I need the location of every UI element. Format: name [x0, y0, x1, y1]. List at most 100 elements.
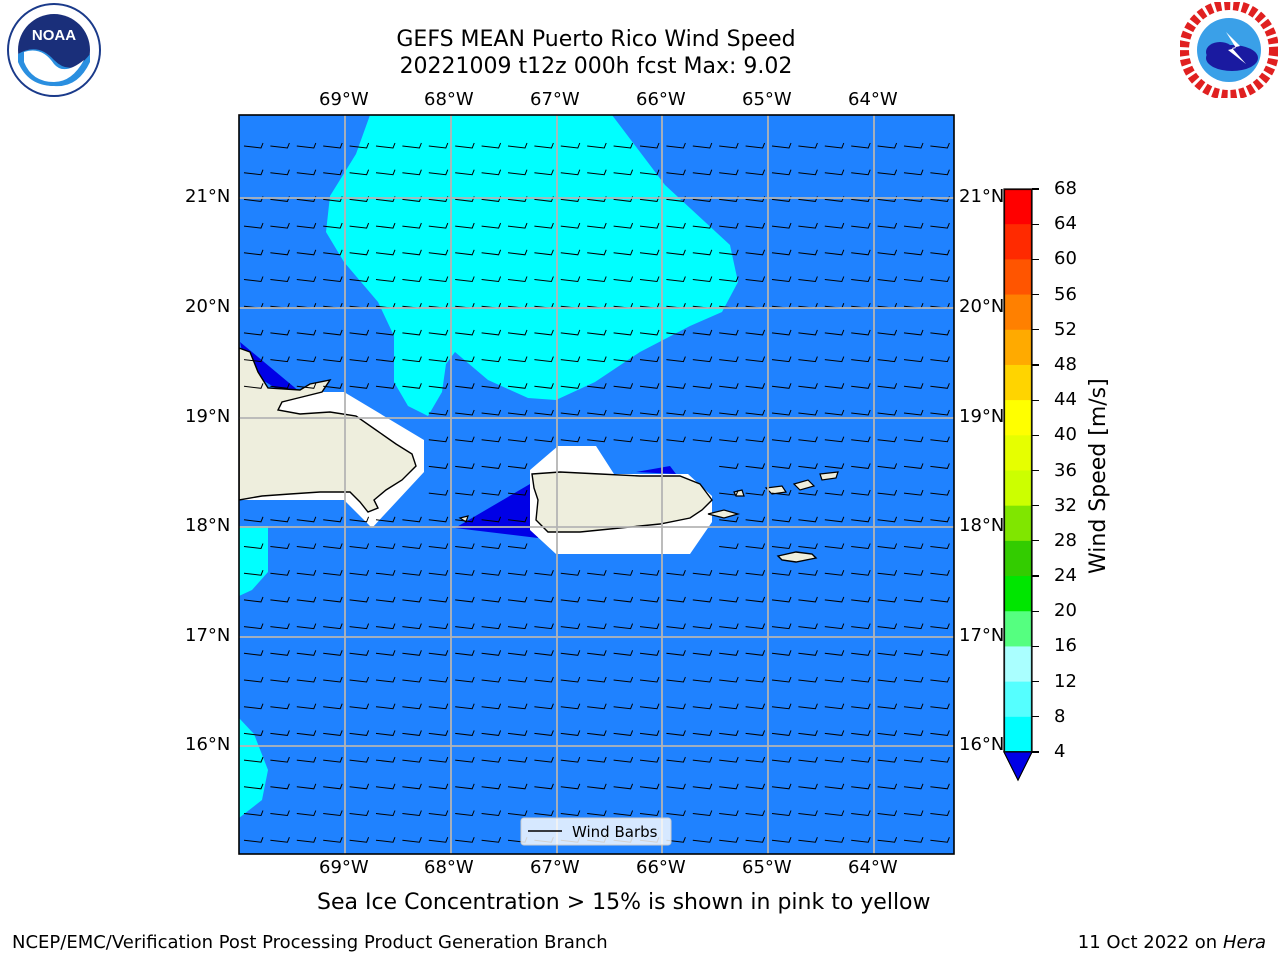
wind-barb: [824, 703, 845, 710]
wind-barb: [323, 676, 343, 683]
wind-barb: [745, 383, 766, 389]
wind-barb: [402, 650, 422, 656]
wind-barb: [507, 810, 528, 817]
wind-barb: [428, 810, 449, 817]
wind-barb: [851, 142, 871, 149]
wind-barb: [481, 489, 502, 496]
colorbar-tick-label: 60: [1054, 248, 1077, 270]
lat-tick-right-18n: 18°N: [959, 515, 1005, 536]
wind-barb: [323, 623, 343, 630]
wind-barb: [323, 650, 343, 656]
wind-barb: [243, 276, 264, 283]
wind-barb: [692, 783, 713, 790]
wind-barb: [798, 142, 818, 149]
wind-barb: [613, 356, 634, 363]
colorbar-tick-mark: [1032, 399, 1039, 401]
wind-barb: [270, 276, 290, 283]
wind-barb: [613, 222, 634, 229]
wind-barb: [428, 169, 449, 176]
wind-barb: [587, 570, 607, 576]
wind-barb: [719, 730, 739, 736]
colorbar-tick-mark: [1032, 645, 1039, 648]
wind-barb: [666, 436, 686, 443]
wind-barb: [243, 169, 264, 176]
wind-barb: [428, 837, 449, 843]
wind-barb: [428, 436, 449, 443]
wind-barb: [666, 650, 686, 656]
wind-barb: [455, 409, 475, 416]
wind-barb: [428, 650, 449, 656]
wind-barb: [930, 703, 950, 710]
colorbar-segment: [1004, 189, 1032, 225]
wind-barb: [824, 169, 845, 176]
wind-barb: [270, 356, 290, 363]
wind-barb: [798, 516, 818, 523]
wind-barb: [428, 249, 449, 256]
wind-barb: [639, 703, 660, 710]
wind-barb: [270, 623, 290, 630]
wind-barb: [930, 249, 950, 256]
wind-barb: [824, 676, 845, 683]
wind-barb: [771, 623, 792, 630]
wind-field-8-12-west: [239, 526, 268, 596]
wind-barb: [666, 383, 686, 389]
wind-barb: [481, 676, 502, 683]
wind-barb: [666, 783, 686, 790]
wind-barb: [613, 169, 634, 176]
wind-barb: [296, 543, 317, 550]
wind-barb: [930, 409, 950, 416]
wind-barb: [270, 650, 290, 656]
lat-tick-left-17n: 17°N: [185, 625, 231, 646]
wind-barb: [349, 703, 370, 710]
map-gridlines: [239, 115, 954, 854]
wind-barb: [243, 810, 264, 817]
wind-barb: [270, 596, 290, 603]
wind-barb: [455, 596, 475, 603]
colorbar-tick-label: 20: [1054, 600, 1077, 622]
wind-barb: [507, 409, 528, 416]
wind-barb: [771, 409, 792, 416]
wind-barb: [719, 837, 739, 843]
wind-barb: [903, 570, 924, 576]
wind-barb: [930, 276, 950, 283]
wind-barb: [666, 623, 686, 630]
wind-barb: [851, 222, 871, 229]
wind-barb: [349, 356, 370, 363]
colorbar-tick-mark: [1032, 329, 1039, 331]
wind-barb: [851, 810, 871, 817]
wind-barb: [534, 810, 554, 817]
wind-barb: [243, 596, 264, 603]
wind-barb: [771, 596, 792, 603]
wind-barb: [243, 516, 264, 523]
wind-barb: [349, 756, 370, 763]
wind-barb: [771, 436, 792, 443]
wind-barb: [560, 783, 581, 790]
wind-barb: [296, 169, 317, 176]
wind-barb: [243, 756, 264, 763]
wind-barb: [745, 489, 766, 496]
wind-barb: [455, 329, 475, 336]
wind-barb: [534, 409, 554, 416]
wind-barb: [507, 489, 528, 496]
wind-barb: [323, 596, 343, 603]
nws-logo: [1180, 2, 1278, 98]
colorbar-segment: [1004, 435, 1032, 471]
wind-barb: [481, 837, 502, 843]
wind-barb: [903, 543, 924, 550]
land-st-thomas: [764, 485, 788, 495]
colorbar-extend-arrow: [1004, 751, 1032, 781]
colorbar-tick-label: 68: [1054, 178, 1077, 199]
sea-ice-note: Sea Ice Concentration > 15% is shown in …: [317, 890, 931, 915]
wind-barb: [639, 596, 660, 603]
wind-barb: [534, 276, 554, 283]
wind-barb: [824, 383, 845, 389]
wind-barb: [534, 436, 554, 443]
wind-barb: [455, 489, 475, 496]
wind-barb: [930, 650, 950, 656]
wind-barb: [824, 543, 845, 550]
wind-barb: [323, 329, 343, 336]
wind-barb: [587, 810, 607, 817]
wind-barb: [481, 570, 502, 576]
wind-barb: [455, 543, 475, 550]
wind-barb: [270, 756, 290, 763]
